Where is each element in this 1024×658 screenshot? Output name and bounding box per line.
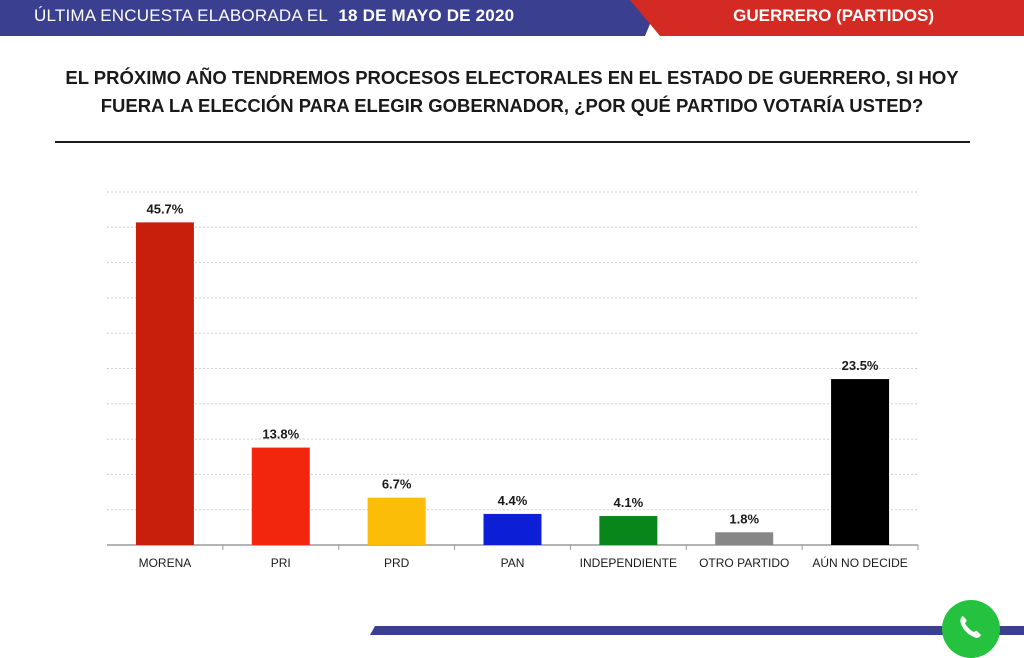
footer-band: [370, 626, 1024, 635]
category-label: PRI: [271, 556, 291, 570]
bar-5: [599, 516, 658, 545]
data-label: 1.8%: [729, 511, 759, 526]
data-label: 13.8%: [262, 427, 299, 442]
bar-2: [251, 447, 310, 545]
bar-6: [715, 532, 774, 545]
bar-3: [367, 497, 426, 545]
header-band: [0, 0, 1024, 36]
region-label: GUERRERO (PARTIDOS): [733, 6, 934, 25]
survey-date: 18 DE MAYO DE 2020: [338, 6, 515, 25]
question-line-2: FUERA LA ELECCIÓN PARA ELEGIR GOBERNADOR…: [100, 95, 924, 116]
bar-7: [831, 379, 890, 545]
data-label: 6.7%: [382, 477, 412, 492]
data-label: 4.1%: [614, 495, 644, 510]
survey-question: EL PRÓXIMO AÑO TENDREMOS PROCESOS ELECTO…: [40, 64, 984, 120]
bar-4: [483, 513, 542, 545]
category-label: AÚN NO DECIDE: [812, 555, 907, 570]
whatsapp-icon[interactable]: [942, 600, 1000, 658]
category-label: PRD: [384, 556, 410, 570]
category-label: OTRO PARTIDO: [699, 556, 789, 570]
data-label: 23.5%: [842, 358, 879, 373]
survey-date-label: ÚLTIMA ENCUESTA ELABORADA EL 18 DE MAYO …: [34, 6, 514, 26]
divider-rule: [55, 141, 970, 143]
bar-1: [135, 222, 194, 545]
category-label: PAN: [501, 556, 525, 570]
data-label: 4.4%: [498, 493, 528, 508]
survey-label: ÚLTIMA ENCUESTA ELABORADA EL: [34, 6, 328, 25]
category-label: INDEPENDIENTE: [580, 556, 677, 570]
data-label: 45.7%: [146, 201, 183, 216]
category-label: MORENA: [139, 556, 192, 570]
bar-chart: 45.7% MORENA 13.8% PRI 6.7% PRD 4.4% PAN 4.1% IND…: [107, 191, 919, 570]
question-line-1: EL PRÓXIMO AÑO TENDREMOS PROCESOS ELECTO…: [65, 67, 959, 88]
phone-icon: [960, 616, 981, 638]
